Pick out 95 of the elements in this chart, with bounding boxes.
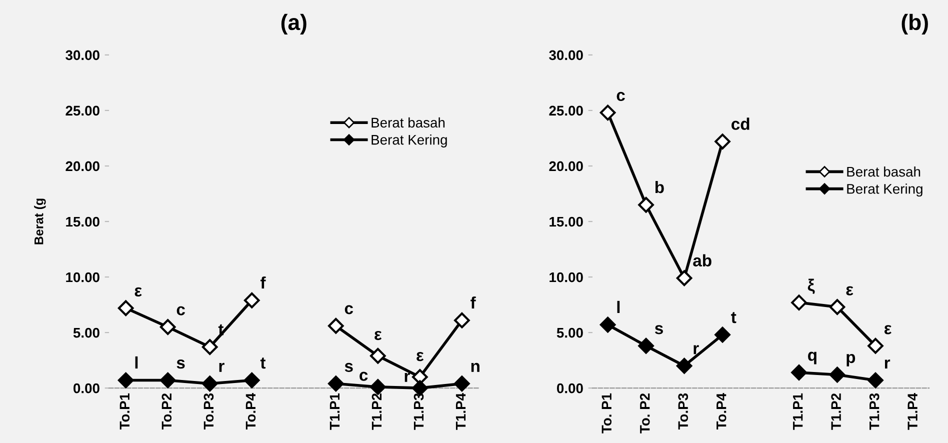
annotation: ε bbox=[374, 330, 382, 340]
annotation: c bbox=[360, 372, 368, 381]
annotation: s bbox=[176, 360, 185, 369]
y-tick-label: 15.00 bbox=[66, 216, 100, 227]
annotation: ε bbox=[134, 287, 142, 296]
point bbox=[118, 372, 134, 388]
x-tick-label: To.P4 bbox=[716, 393, 726, 430]
point bbox=[244, 372, 260, 388]
annotation: p bbox=[846, 354, 856, 366]
point bbox=[202, 339, 218, 355]
point bbox=[791, 294, 807, 310]
y-axis-title: Berat (g bbox=[34, 198, 46, 244]
annotation: l bbox=[617, 300, 620, 313]
y-tick-label: 20.00 bbox=[66, 161, 100, 172]
x-tick-label: T1.P4 bbox=[908, 393, 918, 430]
x-tick-label: T1.P3 bbox=[414, 393, 424, 430]
y-tick-label: 10.00 bbox=[66, 272, 100, 282]
annotation: c bbox=[344, 305, 354, 314]
annotation: f bbox=[260, 276, 266, 289]
point bbox=[714, 326, 730, 343]
annotation: n bbox=[471, 362, 480, 372]
x-tick-label: T1.P3 bbox=[869, 393, 880, 430]
y-tick-label: 0.00 bbox=[556, 383, 583, 394]
y-tick-label: 0.00 bbox=[74, 383, 100, 394]
annotation: t bbox=[731, 312, 736, 324]
legend-label: Berat basah bbox=[372, 117, 445, 128]
annotation: ξ bbox=[808, 278, 815, 294]
x-tick-label: To.P4 bbox=[246, 393, 256, 430]
x-tick-label: To.P1 bbox=[120, 393, 130, 430]
point bbox=[868, 372, 884, 388]
x-tick-label: T1.P2 bbox=[831, 393, 841, 430]
y-tick-label: 5.00 bbox=[73, 328, 100, 338]
y-tick-label: 10.00 bbox=[550, 272, 583, 282]
legend-label: Berat Kering bbox=[372, 134, 447, 148]
annotation: q bbox=[808, 352, 816, 364]
annotation: ε bbox=[416, 352, 424, 362]
annotation: t bbox=[260, 358, 266, 369]
point bbox=[412, 369, 428, 385]
y-tick-label: 30.00 bbox=[66, 50, 100, 60]
annotation: s bbox=[344, 362, 353, 372]
y-tick-label: 20.00 bbox=[549, 161, 583, 172]
x-tick-label: T1.P1 bbox=[330, 393, 340, 430]
point bbox=[676, 270, 692, 286]
point bbox=[676, 358, 692, 374]
point bbox=[714, 134, 730, 150]
y-tick-label: 15.00 bbox=[550, 216, 583, 227]
annotation: r bbox=[219, 362, 224, 372]
annotation: r bbox=[404, 372, 410, 382]
point bbox=[118, 300, 134, 316]
point bbox=[160, 372, 176, 388]
point bbox=[829, 366, 846, 383]
y-tick-label: 25.00 bbox=[549, 106, 583, 116]
x-tick-label: To.P3 bbox=[204, 393, 214, 430]
x-tick-label: T1.P1 bbox=[793, 393, 803, 430]
chart-title: (a) bbox=[281, 14, 306, 35]
point bbox=[454, 312, 470, 328]
point bbox=[244, 292, 260, 308]
x-tick-label: To. P2 bbox=[640, 393, 650, 434]
annotation: ε bbox=[884, 325, 892, 334]
chart-title: (b) bbox=[902, 14, 928, 35]
y-tick-label: 25.00 bbox=[66, 106, 100, 116]
x-tick-label: To.P2 bbox=[162, 393, 172, 430]
point bbox=[160, 319, 176, 335]
legend-label: Berat Kering bbox=[847, 184, 922, 197]
annotation: ε bbox=[846, 286, 854, 296]
annotation: f bbox=[470, 296, 476, 309]
annotation: ab bbox=[693, 254, 712, 267]
x-tick-label: T1.P2 bbox=[372, 393, 382, 430]
point bbox=[454, 376, 470, 392]
y-tick-label: 30.00 bbox=[549, 50, 583, 60]
legend-label: Berat basah bbox=[847, 166, 920, 177]
y-tick-label: 5.00 bbox=[556, 328, 583, 338]
x-tick-label: To. P1 bbox=[602, 393, 612, 434]
annotation: l bbox=[135, 356, 138, 369]
annotation: r bbox=[694, 345, 699, 354]
annotation: c bbox=[616, 92, 625, 102]
x-tick-label: T1.P4 bbox=[456, 393, 466, 430]
point bbox=[868, 338, 884, 354]
annotation: b bbox=[655, 180, 664, 194]
point bbox=[328, 318, 344, 334]
point bbox=[638, 196, 654, 213]
annotation: cd bbox=[732, 118, 750, 130]
point bbox=[202, 376, 218, 392]
point bbox=[829, 299, 846, 315]
point bbox=[791, 364, 807, 380]
annotation: r bbox=[884, 360, 890, 369]
point bbox=[370, 348, 386, 364]
point bbox=[328, 376, 344, 392]
x-tick-label: To.P3 bbox=[678, 393, 688, 430]
point bbox=[600, 316, 616, 333]
point bbox=[600, 104, 616, 121]
point bbox=[638, 338, 654, 354]
annotation: s bbox=[654, 325, 663, 334]
point bbox=[370, 379, 386, 395]
annotation: c bbox=[176, 306, 185, 316]
